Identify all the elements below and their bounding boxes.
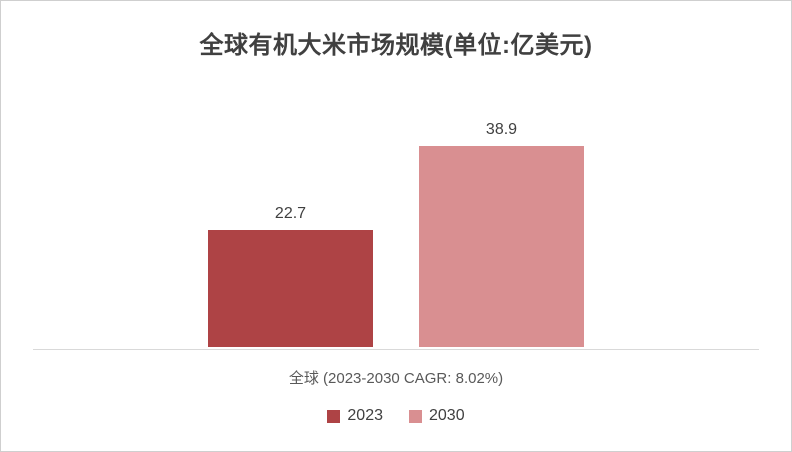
chart-title: 全球有机大米市场规模(单位:亿美元) bbox=[199, 32, 593, 59]
bar-group-2023: 22.7 bbox=[208, 89, 373, 347]
bar-group-2030: 38.9 bbox=[419, 89, 584, 347]
legend-swatch-2023 bbox=[327, 409, 341, 423]
bar-value-label-2023: 22.7 bbox=[274, 204, 307, 222]
legend-label-2023: 2023 bbox=[347, 407, 383, 424]
x-axis-line bbox=[33, 349, 759, 350]
x-axis-category-label: 全球 (2023-2030 CAGR: 8.02%) bbox=[288, 370, 504, 387]
bar-2023 bbox=[208, 229, 373, 347]
bar-2030 bbox=[419, 146, 584, 347]
plot-area: 22.7 38.9 bbox=[33, 89, 759, 347]
bar-value-label-2030: 38.9 bbox=[485, 121, 518, 139]
legend-item-2030: 2030 bbox=[409, 407, 465, 425]
legend-item-2023: 2023 bbox=[327, 407, 383, 425]
chart-legend: 2023 2030 bbox=[1, 407, 791, 425]
legend-label-2030: 2030 bbox=[429, 407, 465, 424]
legend-swatch-2030 bbox=[409, 409, 422, 423]
